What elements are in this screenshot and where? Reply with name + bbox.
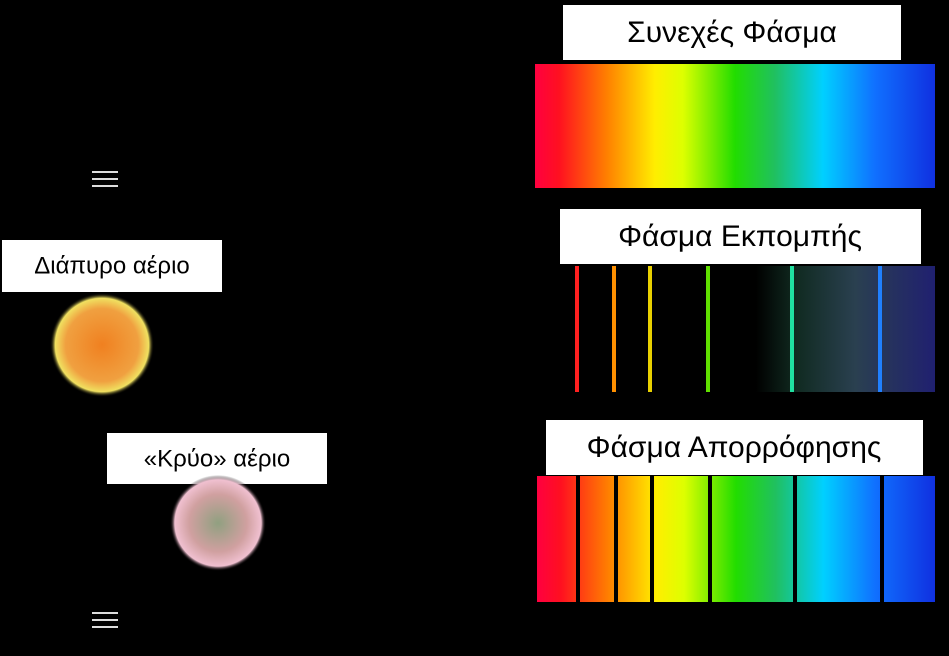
emission-line [790,266,794,392]
continuous-label: Συνεχές Φάσμα [627,16,837,49]
slit-icon [92,612,118,628]
emission-line [878,266,882,392]
absorption-line [708,476,712,602]
slit-icon [92,171,118,187]
emission-spectrum [537,266,935,392]
absorption-line [793,476,797,602]
cold-gas-label: «Κρύο» αέριο [144,445,290,472]
absorption-line [880,476,884,602]
emission-line [706,266,710,392]
absorption-label: Φάσμα Απορρόφησης [587,431,882,464]
hot-gas-cloud [50,293,154,397]
absorption-line [614,476,618,602]
label-box [546,420,923,475]
label-box [560,209,921,264]
continuous-spectrum [535,64,935,188]
emission-line [575,266,579,392]
absorption-spectrum [537,476,935,602]
label-box [2,240,222,292]
emission-label: Φάσμα Εκπομπής [618,220,862,253]
hot-gas-label: Διάπυρο αέριο [34,252,190,279]
emission-line [612,266,616,392]
label-box [563,5,901,60]
absorption-line [650,476,654,602]
absorption-line [576,476,580,602]
emission-line [648,266,652,392]
cold-gas-cloud [170,475,266,571]
emission-lines [575,266,882,392]
absorption-lines [576,476,884,602]
